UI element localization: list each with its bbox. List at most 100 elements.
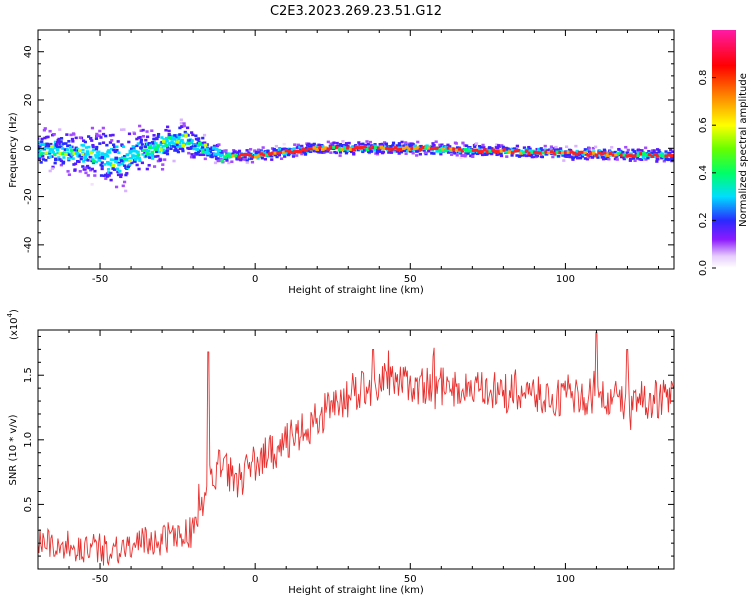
spectrogram-cell (590, 156, 595, 159)
spectrogram-cell (311, 144, 315, 148)
spectrogram-core-cell (309, 147, 314, 151)
spectrogram-core-cell (354, 145, 359, 150)
spectrogram-cell (51, 165, 55, 169)
spectrogram-cell (631, 148, 635, 152)
spectrogram-core-cell (619, 153, 624, 157)
spectrogram-cell (386, 145, 390, 148)
spectrogram-cell (338, 151, 343, 154)
spectrogram-cell (204, 151, 208, 155)
spectrogram-cell (181, 134, 185, 137)
spectrogram-cell (161, 145, 165, 148)
spectrogram-cell (344, 142, 349, 145)
spectrogram-cell (112, 143, 116, 147)
spectrogram-cell (162, 148, 166, 152)
spectrogram-cell (104, 134, 108, 138)
spectrogram-cell (628, 159, 632, 162)
spectrogram-cell (200, 141, 205, 145)
spectrogram-cell (212, 144, 217, 148)
spectrogram-cell (650, 149, 655, 152)
spectrogram-core-cell (234, 153, 239, 157)
spectrogram-core-cell (119, 158, 124, 163)
spectrogram-core-cell (463, 147, 468, 152)
spectrogram-cell (254, 153, 259, 156)
spectrogram-cell (264, 151, 268, 154)
spectrogram-cell (434, 140, 438, 144)
spectrogram-cell (455, 153, 459, 157)
spectrogram-cell (85, 150, 90, 153)
spectrogram-cell (368, 140, 373, 144)
spectrogram-cell (591, 146, 595, 150)
spectrogram-cell (370, 144, 374, 147)
spectrogram-core-cell (128, 158, 132, 163)
spectrogram-core-cell (348, 147, 353, 151)
spectrogram-core-cell (80, 152, 85, 157)
spectrogram-cell (610, 151, 614, 155)
spectrogram-cell (115, 167, 120, 171)
spectrogram-core-cell (435, 146, 440, 150)
spectrogram-core-cell (58, 152, 63, 156)
spectrogram-cell (644, 146, 648, 150)
spectrogram-core-cell (575, 152, 579, 156)
spectrogram-cell (128, 163, 132, 166)
spectrogram-cell (245, 161, 249, 164)
spectrogram-cell (518, 154, 522, 158)
spectrogram-cell (340, 144, 344, 148)
spectrogram-cell (495, 146, 500, 150)
snr-y-axis: 0.5 1.0 1.5 (23, 335, 674, 557)
spectrogram-cell (664, 150, 668, 153)
spectrogram-cell (163, 142, 167, 145)
spectrogram-core-cell (133, 157, 138, 161)
spectrogram-cell (383, 141, 387, 144)
spectrogram-cell (586, 149, 590, 153)
spectrogram-cell (485, 153, 489, 156)
spectrogram-cell (461, 154, 465, 157)
spectrogram-cell (180, 125, 184, 129)
spectrogram-cell (481, 143, 485, 147)
spectrogram-core-cell (647, 152, 652, 157)
spectrogram-cell (557, 155, 561, 158)
spectrogram-cell (334, 151, 339, 155)
spectrogram-cell (130, 156, 134, 160)
spectrogram-core-cell (368, 146, 373, 150)
spectrogram-cell (78, 170, 82, 173)
spectrogram-cell (64, 142, 68, 145)
spectrogram-core-cell (170, 140, 174, 144)
spectrogram-cell (130, 161, 134, 165)
spectrogram-cell (575, 156, 580, 160)
spectrogram-band (38, 118, 674, 193)
spectrogram-core-cell (374, 145, 378, 149)
spectrogram-core-cell (661, 154, 666, 159)
spectrogram-cell (215, 152, 220, 156)
spectrogram-cell (38, 144, 42, 148)
spectrogram-cell (565, 155, 569, 158)
spectrogram-y-tick-label: -40 (23, 237, 34, 253)
spectrogram-cell (307, 142, 311, 146)
spectrogram-cell (637, 151, 641, 154)
spectrogram-core-cell (61, 152, 65, 156)
spectrogram-cell (66, 144, 70, 148)
spectrogram-cell (416, 140, 420, 144)
spectrogram-core-cell (89, 151, 93, 155)
spectrogram-cell (432, 152, 436, 155)
spectrogram-cell (117, 169, 122, 173)
spectrogram-cell (76, 147, 80, 151)
spectrogram-cell (43, 146, 47, 150)
spectrogram-cell (154, 155, 158, 158)
spectrogram-cell (392, 149, 397, 153)
spectrogram-cell (653, 155, 657, 159)
spectrogram-core-cell (583, 150, 588, 155)
spectrogram-core-cell (167, 136, 172, 140)
spectrogram-cell (81, 148, 85, 152)
spectrogram-cell (670, 157, 674, 160)
spectrogram-core-cell (449, 147, 454, 151)
spectrogram-core-cell (237, 155, 241, 159)
spectrogram-cell (121, 184, 125, 188)
spectrogram-x-axis: -50 0 50 100 (37, 30, 659, 285)
spectrogram-core-cell (658, 153, 663, 157)
spectrogram-cell (166, 125, 170, 129)
spectrogram-cell (526, 147, 530, 151)
spectrogram-core-cell (480, 149, 484, 154)
spectrogram-core-cell (72, 151, 77, 155)
spectrogram-core-cell (312, 146, 317, 150)
spectrogram-core-cell (329, 145, 333, 149)
